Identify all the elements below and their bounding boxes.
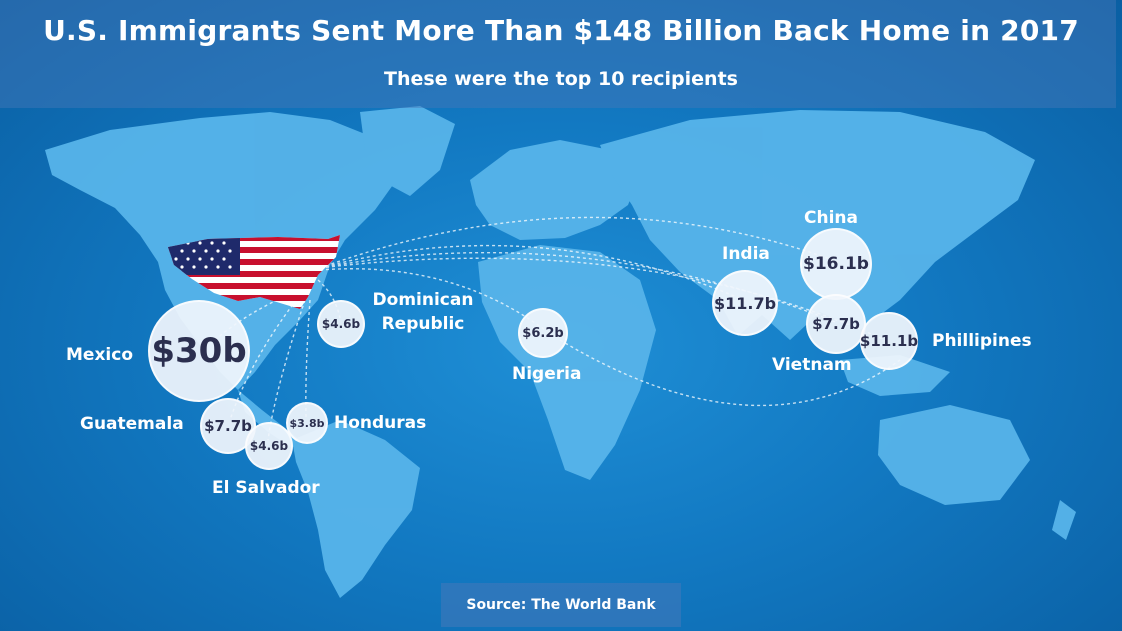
header-band <box>0 0 1116 108</box>
continent-australia <box>878 405 1030 505</box>
arc-honduras <box>305 299 311 419</box>
arc-india <box>319 244 749 303</box>
amount-el-salvador: $4.6b <box>249 439 289 453</box>
amount-dominican-republic: $4.6b <box>321 317 361 331</box>
continent-south-america <box>292 420 420 598</box>
arc-phillipines <box>319 257 886 341</box>
label-india: India <box>722 244 770 264</box>
amount-vietnam: $7.7b <box>812 315 860 333</box>
label-china: China <box>804 208 858 228</box>
label-mexico: Mexico <box>66 345 133 365</box>
amount-guatemala: $7.7b <box>204 417 252 435</box>
label-el-salvador: El Salvador <box>212 478 320 498</box>
arc-china <box>319 216 839 269</box>
bubble-nigeria[interactable]: $6.2b <box>518 308 568 358</box>
amount-china: $16.1b <box>803 254 869 274</box>
bubble-india[interactable]: $11.7b <box>712 270 778 336</box>
label-nigeria: Nigeria <box>512 364 582 384</box>
continent-africa <box>478 245 656 480</box>
page-subtitle: These were the top 10 recipients <box>384 68 738 90</box>
page-title: U.S. Immigrants Sent More Than $148 Bill… <box>43 14 1079 47</box>
amount-nigeria: $6.2b <box>522 325 564 341</box>
continent-greenland <box>360 106 455 196</box>
bubble-el-salvador[interactable]: $4.6b <box>245 422 293 470</box>
source-text: Source: The World Bank <box>466 597 656 613</box>
label-phillipines: Phillipines <box>932 331 1032 351</box>
label-dominican-republic: Dominican Republic <box>372 290 474 334</box>
continent-southeast-asia <box>840 355 950 396</box>
arc-nigeria <box>319 268 546 331</box>
bubble-vietnam[interactable]: $7.7b <box>806 294 866 354</box>
label-vietnam: Vietnam <box>772 355 852 375</box>
label-honduras: Honduras <box>334 413 427 433</box>
continent-new-zealand <box>1052 500 1076 540</box>
bubble-honduras[interactable]: $3.8b <box>286 402 328 444</box>
continent-europe <box>470 140 640 240</box>
amount-honduras: $3.8b <box>289 416 325 430</box>
bubble-dominican-republic[interactable]: $4.6b <box>317 300 365 348</box>
source-box: Source: The World Bank <box>441 583 681 627</box>
amount-mexico: $30b <box>151 331 247 371</box>
bubble-mexico[interactable]: $30b <box>148 300 250 402</box>
amount-phillipines: $11.1b <box>859 332 919 350</box>
amount-india: $11.7b <box>713 293 777 313</box>
arc-vietnam <box>319 251 836 323</box>
label-guatemala: Guatemala <box>80 414 184 434</box>
bubble-phillipines[interactable]: $11.1b <box>860 312 918 370</box>
bubble-china[interactable]: $16.1b <box>800 228 872 300</box>
